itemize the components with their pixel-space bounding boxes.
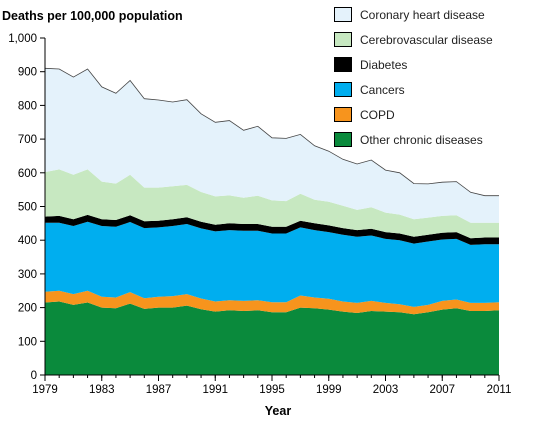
legend: Coronary heart disease Cerebrovascular di… — [334, 2, 530, 152]
legend-item: Cancers — [334, 77, 530, 102]
legend-label: Coronary heart disease — [360, 7, 485, 22]
area-cancers — [45, 221, 499, 307]
legend-swatch — [334, 132, 352, 147]
area-copd — [45, 290, 499, 315]
y-tick-label: 900 — [18, 67, 37, 79]
x-tick-label: 2003 — [373, 384, 399, 396]
y-tick-label: 0 — [31, 370, 37, 382]
x-axis-label: Year — [265, 404, 292, 418]
y-tick-label: 700 — [18, 134, 37, 146]
legend-swatch — [334, 32, 352, 47]
legend-item: Coronary heart disease — [334, 2, 530, 27]
legend-swatch — [334, 7, 352, 22]
legend-label: Cancers — [360, 82, 405, 97]
y-tick-label: 300 — [18, 269, 37, 281]
area-cerebrovascular-disease — [45, 169, 499, 239]
area-coronary-heart-disease — [45, 68, 499, 223]
legend-label: Cerebrovascular disease — [360, 32, 493, 47]
y-tick-label: 400 — [18, 235, 37, 247]
y-axis-label: Deaths per 100,000 population — [2, 9, 183, 23]
x-tick-label: 1991 — [202, 384, 228, 396]
y-tick-label: 500 — [18, 202, 37, 214]
y-tick-label: 600 — [18, 168, 37, 180]
legend-label: Other chronic diseases — [360, 132, 483, 147]
legend-item: Other chronic diseases — [334, 127, 530, 152]
area-diabetes — [45, 214, 499, 245]
x-tick-label: 1999 — [316, 384, 342, 396]
axes: 0 100 200 300 400 500 600 700 800 900 1,000 1979 198… — [8, 33, 511, 396]
x-tick-label: 2007 — [429, 384, 455, 396]
legend-item: Cerebrovascular disease — [334, 27, 530, 52]
legend-swatch — [334, 57, 352, 72]
legend-label: Diabetes — [360, 57, 408, 72]
legend-item: COPD — [334, 102, 530, 127]
x-tick-label: 2011 — [487, 384, 512, 396]
x-tick-label: 1987 — [146, 384, 172, 396]
x-tick-label: 1983 — [89, 384, 115, 396]
legend-item: Diabetes — [334, 52, 530, 77]
x-tick-label: 1995 — [259, 384, 285, 396]
legend-label: COPD — [360, 107, 395, 122]
y-tick-label: 1,000 — [8, 33, 37, 45]
stacked-areas — [44, 67, 499, 375]
y-tick-label: 100 — [18, 336, 37, 348]
y-tick-label: 800 — [18, 100, 37, 112]
legend-swatch — [334, 82, 352, 97]
x-tick-label: 1979 — [32, 384, 58, 396]
total-outline — [44, 67, 499, 197]
y-tick-label: 200 — [18, 303, 37, 315]
legend-swatch — [334, 107, 352, 122]
area-other-chronic-diseases — [45, 301, 499, 375]
